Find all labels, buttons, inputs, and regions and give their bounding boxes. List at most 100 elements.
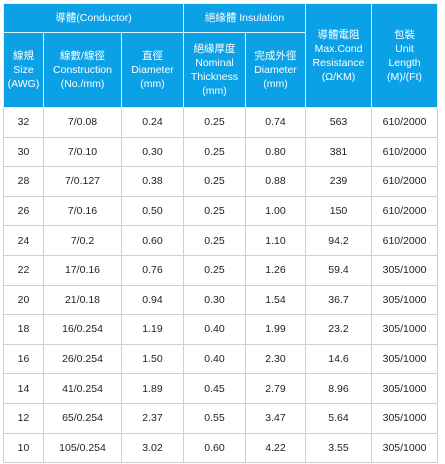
cell-construction: 7/0.16 <box>43 195 122 227</box>
cell-thickness: 0.40 <box>183 314 247 345</box>
cell-diameter: 0.38 <box>120 166 185 197</box>
cell-construction: 41/0.254 <box>43 373 122 404</box>
cell-construction: 7/0.10 <box>43 136 122 168</box>
cell-thickness: 0.25 <box>183 166 247 197</box>
cell-outer-diameter: 1.10 <box>245 225 307 256</box>
header-resistance-line: 導體電阻 <box>317 28 360 41</box>
cell-thickness: 0.25 <box>183 136 247 168</box>
header-resistance-line: Max.Cond <box>314 42 363 55</box>
cell-package: 305/1000 <box>371 402 439 434</box>
cell-outer-diameter: 2.79 <box>245 373 307 404</box>
cell-size: 18 <box>3 314 44 345</box>
header-outer-diameter-line: 完成外徑 <box>254 50 297 62</box>
cell-package: 610/2000 <box>371 136 439 168</box>
cell-size: 14 <box>3 373 44 404</box>
cell-thickness: 0.30 <box>183 284 247 316</box>
cell-thickness: 0.25 <box>183 225 247 256</box>
cell-package: 610/2000 <box>371 225 439 256</box>
header-construction-line: Construction <box>53 64 112 76</box>
header-package-line: Unit <box>395 42 414 55</box>
header-package-line: 包裝 <box>394 28 416 41</box>
cell-resistance: 381 <box>305 136 373 168</box>
cell-resistance: 23.2 <box>305 314 373 345</box>
cell-construction: 21/0.18 <box>43 284 122 316</box>
header-outer-diameter-line: (mm) <box>263 78 288 90</box>
cell-outer-diameter: 3.47 <box>245 402 307 434</box>
cell-size: 24 <box>3 225 44 256</box>
header-insulation-group: 絕緣體 Insulation <box>183 3 307 33</box>
header-resistance-line: Resistance <box>312 56 365 69</box>
header-thickness: 絕緣厚度 Nominal Thickness (mm) <box>183 32 247 108</box>
cell-size: 16 <box>3 343 44 375</box>
cell-package: 610/2000 <box>371 166 439 197</box>
cell-outer-diameter: 1.00 <box>245 195 307 227</box>
header-diameter-line: (mm) <box>140 78 165 90</box>
cell-size: 12 <box>3 402 44 434</box>
cell-construction: 65/0.254 <box>43 402 122 434</box>
cell-size: 20 <box>3 284 44 316</box>
cell-outer-diameter: 0.88 <box>245 166 307 197</box>
cell-size: 26 <box>3 195 44 227</box>
header-thickness-line: (mm) <box>202 85 227 97</box>
header-diameter: 直徑 Diameter (mm) <box>120 32 185 108</box>
header-diameter-line: Diameter <box>131 64 174 76</box>
table-row: 22 17/0.16 0.76 0.25 1.26 59.4 305/1000 <box>3 254 439 286</box>
header-package-line: (M)/(Ft) <box>387 70 422 83</box>
header-diameter-line: 直徑 <box>142 50 163 62</box>
table-header: 導體(Conductor) 絕緣體 Insulation 導體電阻 Max.Co… <box>2 3 439 108</box>
cell-package: 305/1000 <box>371 373 439 404</box>
cell-size: 10 <box>3 432 44 464</box>
header-size-line: Size <box>13 64 34 76</box>
cell-construction: 17/0.16 <box>43 254 122 286</box>
cell-resistance: 8.96 <box>305 373 373 404</box>
header-resistance: 導體電阻 Max.Cond Resistance (Ω/KM) <box>305 3 373 108</box>
cell-diameter: 0.30 <box>120 136 185 168</box>
table-row: 30 7/0.10 0.30 0.25 0.80 381 610/2000 <box>3 136 439 168</box>
table-row: 14 41/0.254 1.89 0.45 2.79 8.96 305/1000 <box>3 373 439 404</box>
header-package: 包裝 Unit Length (M)/(Ft) <box>371 3 439 108</box>
cell-diameter: 0.24 <box>120 107 185 138</box>
cell-thickness: 0.55 <box>183 402 247 434</box>
cell-resistance: 5.64 <box>305 402 373 434</box>
header-package-line: Length <box>388 56 421 69</box>
cell-resistance: 36.7 <box>305 284 373 316</box>
cell-thickness: 0.60 <box>183 432 247 464</box>
table-row: 18 16/0.254 1.19 0.40 1.99 23.2 305/1000 <box>3 314 439 345</box>
cell-resistance: 150 <box>305 195 373 227</box>
cell-thickness: 0.45 <box>183 373 247 404</box>
cell-thickness: 0.25 <box>183 107 247 138</box>
header-size-line: (AWG) <box>7 78 40 90</box>
cell-diameter: 0.76 <box>120 254 185 286</box>
cell-outer-diameter: 2.30 <box>245 343 307 375</box>
cell-thickness: 0.25 <box>183 254 247 286</box>
cell-outer-diameter: 4.22 <box>245 432 307 464</box>
cell-outer-diameter: 0.74 <box>245 107 307 138</box>
header-outer-diameter-line: Diameter <box>254 64 297 76</box>
cell-diameter: 0.94 <box>120 284 185 316</box>
cell-outer-diameter: 1.54 <box>245 284 307 316</box>
cell-outer-diameter: 0.80 <box>245 136 307 168</box>
table-row: 20 21/0.18 0.94 0.30 1.54 36.7 305/1000 <box>3 284 439 316</box>
cell-construction: 7/0.08 <box>43 107 122 138</box>
header-construction-line: (No./mm) <box>60 78 105 90</box>
cell-outer-diameter: 1.26 <box>245 254 307 286</box>
cell-outer-diameter: 1.99 <box>245 314 307 345</box>
cell-resistance: 563 <box>305 107 373 138</box>
cell-resistance: 94.2 <box>305 225 373 256</box>
cell-size: 22 <box>3 254 44 286</box>
cell-diameter: 0.50 <box>120 195 185 227</box>
cell-thickness: 0.40 <box>183 343 247 375</box>
table-row: 28 7/0.127 0.38 0.25 0.88 239 610/2000 <box>3 166 439 197</box>
header-conductor-group: 導體(Conductor) <box>2 3 185 33</box>
cell-construction: 7/0.127 <box>43 166 122 197</box>
table-row: 16 26/0.254 1.50 0.40 2.30 14.6 305/1000 <box>3 343 439 375</box>
header-construction-line: 線數/線徑 <box>60 50 105 62</box>
cell-package: 610/2000 <box>371 195 439 227</box>
table-row: 10 105/0.254 3.02 0.60 4.22 3.55 305/1000 <box>3 432 439 464</box>
cell-package: 305/1000 <box>371 284 439 316</box>
cell-size: 28 <box>3 166 44 197</box>
cable-spec-table: 導體(Conductor) 絕緣體 Insulation 導體電阻 Max.Co… <box>2 3 439 464</box>
table-body: 32 7/0.08 0.24 0.25 0.74 563 610/2000 30 7/0.10… <box>3 107 439 464</box>
header-thickness-line: Nominal <box>195 57 234 69</box>
cell-construction: 16/0.254 <box>43 314 122 345</box>
